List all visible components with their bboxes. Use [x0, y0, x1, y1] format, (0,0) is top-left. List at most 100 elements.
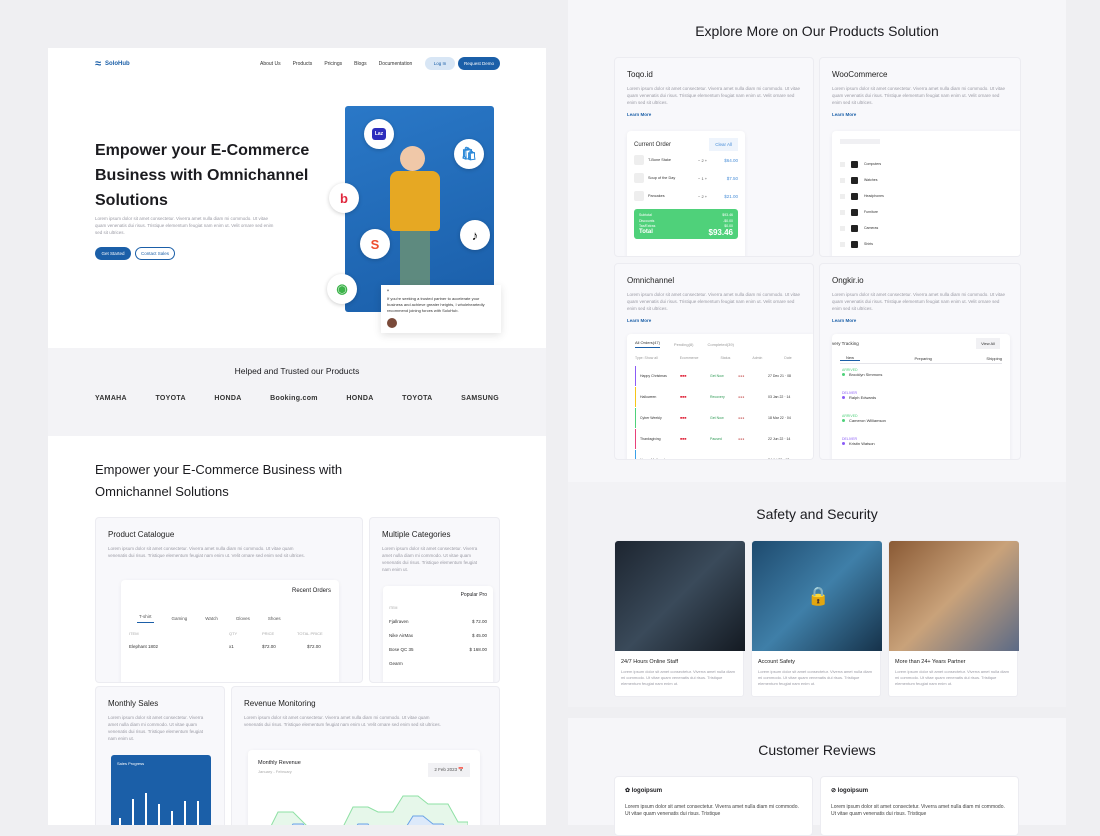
explore-title: Explore More on Our Products Solution: [695, 23, 939, 39]
logo-honda: HONDA: [214, 395, 242, 402]
lock-icon: 🔒: [807, 586, 830, 606]
tab-shipping[interactable]: Shipping: [986, 355, 1002, 361]
list-item[interactable]: Watches: [840, 172, 1019, 188]
blibli-icon: b: [329, 183, 359, 213]
list-item[interactable]: Headphones: [840, 188, 1019, 204]
recent-orders-widget: Recent Orders T-shirt Gaming Watch Glove…: [121, 580, 339, 682]
reviews-section: Customer Reviews ✿ logoipsum Lorem ipsum…: [568, 718, 1066, 836]
checkbox[interactable]: [840, 161, 845, 167]
card-title: Multiple Categories: [382, 530, 451, 539]
list-item[interactable]: Fjallraven $ 72.00: [389, 618, 487, 624]
nav-products[interactable]: Products: [292, 61, 313, 67]
tab-completed[interactable]: Completed(39): [707, 341, 734, 347]
trusted-section: Helped and Trusted our Products YAMAHA T…: [48, 348, 546, 436]
quantity-stepper[interactable]: − 1 +: [698, 175, 708, 181]
monthly-sales-card: Monthly Sales Lorem ipsum dolor sit amet…: [95, 686, 225, 825]
nav-documentation[interactable]: Documentation: [378, 61, 413, 67]
tracking-item[interactable]: ARRIVED Cameron Williamson: [842, 414, 886, 423]
logo-booking: Booking.com: [270, 395, 318, 402]
logoipsum-icon: ⊘: [831, 788, 837, 794]
table-row[interactable]: Happy Christmas ■■■ Get Now ●●● 27 Dec 21 · …: [635, 366, 809, 386]
search-input[interactable]: [840, 139, 880, 144]
woocommerce-card: WooCommerce Lorem ipsum dolor sit amet c…: [819, 57, 1021, 257]
table-row[interactable]: Cyber Weekly ■■■ Get Now ●●● 18 Mar 22 · 04: [635, 408, 809, 428]
sales-progress-chart: Sales Progress: [111, 755, 211, 825]
tab-all-orders[interactable]: All Orders(47): [635, 340, 660, 348]
list-item[interactable]: Gearm: [389, 660, 403, 666]
category-tshirt[interactable]: T-shirt: [137, 606, 154, 623]
type-filter[interactable]: Type: Show all: [635, 356, 658, 360]
tracking-item[interactable]: DELIVER Ralph Edwards: [842, 391, 877, 400]
tracking-item[interactable]: DELIVER Kristin Watson: [842, 437, 875, 446]
order-item[interactable]: T-Bone Stake − 2 + $64.00: [634, 151, 738, 169]
list-item[interactable]: Bose QC 35 $ 168.00: [389, 646, 487, 652]
order-total: $93.46: [708, 227, 733, 237]
card-description: Lorem ipsum dolor sit amet consectetur. …: [627, 86, 800, 105]
list-item[interactable]: Shirts: [840, 236, 1019, 252]
card-title: Monthly Sales: [108, 699, 159, 708]
nav-pricings[interactable]: Pricings: [324, 61, 343, 67]
quote-icon: “: [387, 290, 389, 296]
login-button[interactable]: Log In: [425, 57, 455, 70]
safety-card: 24/7 Hours Online Staff Lorem ipsum dolor…: [614, 540, 745, 697]
order-item[interactable]: Pancakes − 2 + $21.00: [634, 187, 738, 205]
request-demo-button[interactable]: Request Demo: [458, 57, 500, 70]
testimonial-text: If you're seeking a trusted partner to a…: [387, 296, 485, 313]
review-card: ⊘ logoipsum Lorem ipsum dolor sit amet c…: [820, 776, 1019, 836]
card-description: Lorem ipsum dolor sit amet consectetur. …: [108, 715, 204, 741]
checkbox[interactable]: [840, 241, 845, 247]
widget-title: Recent Orders: [291, 588, 331, 594]
learn-more-link[interactable]: Learn More: [627, 318, 652, 323]
table-row[interactable]: Happy Mother day ■■■ ●●● 24 Jul 22 · 17: [635, 450, 809, 459]
category-watch[interactable]: Watch: [205, 616, 218, 621]
quantity-stepper[interactable]: − 2 +: [698, 193, 708, 199]
category-gaming[interactable]: Gaming: [171, 616, 188, 621]
card-description: Lorem ipsum dolor sit amet consectetur. …: [108, 546, 305, 558]
learn-more-link[interactable]: Learn More: [832, 318, 857, 323]
tab-new[interactable]: New: [840, 355, 861, 361]
quantity-stepper[interactable]: − 2 +: [698, 157, 708, 163]
table-row[interactable]: Elephant 1802 x1 $72.00 $72.00: [129, 644, 321, 649]
list-item[interactable]: Nike AirMax $ 45.00: [389, 632, 487, 638]
category-shoes[interactable]: Shoes: [267, 616, 281, 621]
contact-sales-button[interactable]: Contact Sales: [135, 247, 175, 260]
tab-pending[interactable]: Pending(8): [673, 341, 694, 347]
logo-icon: ≈: [95, 58, 102, 70]
get-started-button[interactable]: Get Started: [95, 247, 131, 260]
learn-more-link[interactable]: Learn More: [627, 112, 652, 117]
card-description: Lorem ipsum dolor sit amet consectetur. …: [244, 715, 441, 727]
view-all-button[interactable]: View All: [976, 338, 1000, 349]
checkbox[interactable]: [840, 209, 845, 215]
brand-logo[interactable]: ≈ SoloHub: [95, 58, 130, 70]
security-photo: 🔒: [752, 541, 882, 651]
list-item[interactable]: Computers: [840, 156, 1019, 172]
col-total: TOTAL PRICE: [297, 631, 323, 636]
logoipsum-icon: ✿: [625, 788, 631, 794]
clear-all-button[interactable]: Clear All: [709, 138, 738, 151]
category-gloves[interactable]: Gloves: [235, 616, 250, 621]
learn-more-link[interactable]: Learn More: [832, 112, 857, 117]
sales-bar: [145, 792, 147, 825]
date-picker[interactable]: 2 Feb 2023 📅: [428, 763, 470, 777]
handshake-photo: [889, 541, 1019, 651]
list-item[interactable]: Cameras: [840, 220, 1019, 236]
table-row[interactable]: Halloween ■■■ Recovery ●●● 03 Jan 22 · 14: [635, 387, 809, 407]
nav-blogs[interactable]: Blogs: [354, 61, 367, 67]
logo-samsung: SAMSUNG: [461, 395, 499, 402]
sales-bar: [197, 801, 199, 825]
order-item[interactable]: Soup of the Day − 1 + $7.50: [634, 169, 738, 187]
table-row[interactable]: Thanksgiving ■■■ Paused ●●● 22 Jun 22 · 14: [635, 429, 809, 449]
list-item[interactable]: Furniture: [840, 204, 1019, 220]
nav-about[interactable]: About Us: [260, 61, 281, 67]
checkbox[interactable]: [840, 225, 845, 231]
col-item: ITEM: [129, 631, 139, 636]
checkbox[interactable]: [840, 193, 845, 199]
tokopedia-icon: ◉: [327, 274, 357, 304]
card-title: WooCommerce: [832, 70, 888, 79]
tracking-item[interactable]: ARRIVED Brooklyn Simmons: [842, 368, 883, 377]
monthly-revenue-widget: Monthly Revenue January - February 2 Feb…: [248, 750, 480, 825]
series-blue: [291, 815, 445, 825]
card-title: Revenue Monitoring: [244, 699, 316, 708]
checkbox[interactable]: [840, 177, 845, 183]
tab-preparing[interactable]: Preparing: [914, 355, 932, 361]
